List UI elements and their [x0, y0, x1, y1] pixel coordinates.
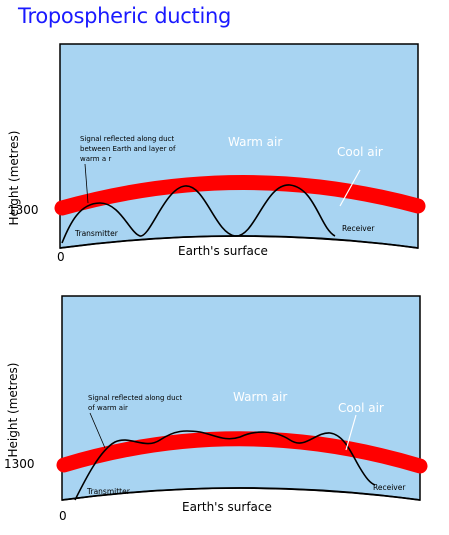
warm-air-label: Warm air — [228, 135, 282, 149]
earth-surface-line — [61, 487, 421, 501]
warm-air-layer — [54, 175, 426, 216]
diagram-2-svg: Height (metres) 1300 0 Signal reflected … — [4, 295, 428, 523]
cool-air-label: Cool air — [338, 401, 384, 415]
diagram-1-svg: Height (metres) 1300 0 Signal reflected … — [7, 43, 426, 264]
warm-air-label: Warm air — [233, 390, 287, 404]
cool-air-pointer — [339, 169, 361, 207]
signal-path — [74, 430, 376, 501]
zero-tick-label: 0 — [57, 250, 65, 264]
page-title: Tropospheric ducting — [18, 4, 232, 28]
diagram-panel-1: Height (metres) 1300 0 Signal reflected … — [0, 38, 449, 268]
height-tick-label: 1300 — [4, 457, 35, 471]
transmitter-label: Transmitter — [74, 229, 119, 238]
warm-air-layer — [56, 431, 428, 474]
diagram-panel-2: Height (metres) 1300 0 Signal reflected … — [0, 290, 449, 531]
earth-surface-label: Earth's surface — [178, 244, 268, 258]
annotation-line-2: of warm air — [88, 404, 128, 412]
annotation-line-3: warm a r — [80, 155, 111, 163]
annotation-pointer — [89, 412, 106, 449]
annotation-line-1: Signal reflected along duct — [80, 135, 174, 143]
cool-air-pointer — [345, 414, 357, 451]
annotation-line-2: between Earth and layer of — [80, 145, 176, 153]
y-axis-label: Height (metres) — [7, 131, 21, 226]
zero-tick-label: 0 — [59, 509, 67, 523]
signal-path — [61, 184, 336, 244]
receiver-label: Receiver — [342, 224, 375, 233]
transmitter-label: Transmitter — [86, 487, 131, 496]
cool-air-label: Cool air — [337, 145, 383, 159]
y-axis-label: Height (metres) — [6, 363, 20, 458]
annotation-line-1: Signal reflected along duct — [88, 394, 182, 402]
earth-surface-label: Earth's surface — [182, 500, 272, 514]
height-tick-label: 1300 — [8, 203, 39, 217]
annotation-pointer — [84, 163, 89, 204]
receiver-label: Receiver — [373, 483, 406, 492]
